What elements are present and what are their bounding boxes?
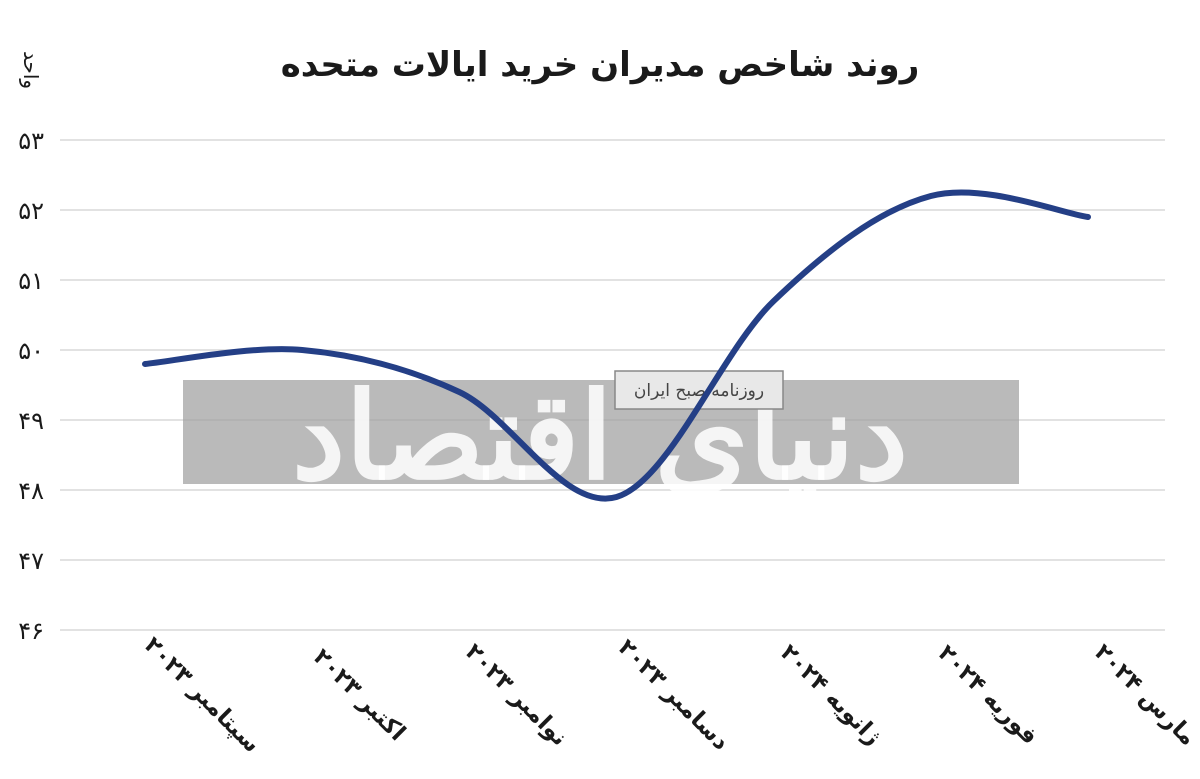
watermark-tagline: روزنامه صبح ایران — [634, 381, 764, 401]
x-tick-label: ژانویه ۲۰۲۴ — [775, 640, 886, 751]
x-tick-label: مارس ۲۰۲۴ — [1089, 639, 1200, 751]
watermark: دنیای اقتصاد روزنامه صبح ایران — [183, 366, 1019, 507]
series-layer — [142, 189, 1091, 502]
y-axis-ticks: ۵۳ ۵۲ ۵۱ ۵۰ ۴۹ ۴۸ ۴۷ ۴۶ — [18, 127, 44, 645]
watermark-band — [183, 380, 1019, 484]
x-tick-label: فوریه ۲۰۲۴ — [933, 640, 1043, 750]
y-tick-label: ۵۳ — [18, 127, 44, 155]
y-axis-unit-label: واحد — [19, 51, 43, 89]
x-tick-label: دسامبر ۲۰۲۳ — [613, 635, 734, 756]
y-tick-label: ۴۷ — [18, 547, 44, 575]
y-tick-label: ۵۱ — [18, 267, 44, 295]
y-tick-label: ۵۰ — [18, 337, 44, 365]
x-tick-label: نوامبر ۲۰۲۳ — [460, 639, 572, 751]
y-tick-label: ۴۹ — [18, 407, 44, 435]
chart-title: روند شاخص مدیران خرید ایالات متحده — [281, 45, 920, 85]
x-tick-label: سپتامبر ۲۰۲۳ — [139, 632, 265, 758]
x-axis-categories: سپتامبر ۲۰۲۳ اکتبر ۲۰۲۳ نوامبر ۲۰۲۳ دسامبر … — [139, 632, 1200, 758]
y-tick-label: ۵۲ — [18, 197, 44, 225]
watermark-brand: دنیای اقتصاد — [292, 366, 908, 507]
series-line — [142, 189, 1091, 502]
y-tick-label: ۴۶ — [18, 617, 44, 645]
x-tick-label: اکتبر ۲۰۲۳ — [308, 644, 410, 746]
y-tick-label: ۴۸ — [18, 477, 44, 505]
